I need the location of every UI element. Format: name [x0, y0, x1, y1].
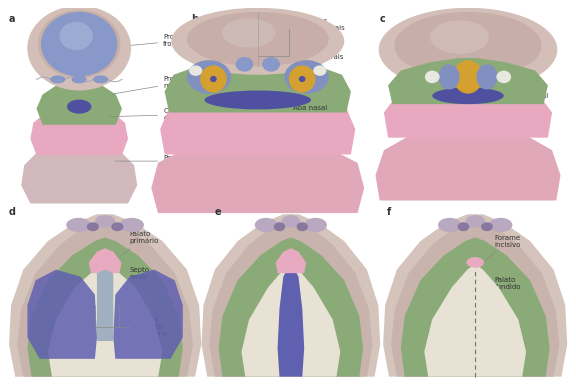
Ellipse shape — [313, 65, 327, 76]
Text: Processos
nasais mediais: Processos nasais mediais — [289, 18, 345, 31]
Polygon shape — [28, 237, 183, 377]
Text: Processos
maxilares: Processos maxilares — [112, 76, 198, 94]
Ellipse shape — [489, 218, 513, 232]
Ellipse shape — [87, 222, 99, 231]
Ellipse shape — [297, 222, 308, 231]
Ellipse shape — [95, 215, 115, 228]
Polygon shape — [401, 237, 550, 377]
Ellipse shape — [476, 64, 498, 90]
Polygon shape — [160, 87, 355, 154]
Text: Forame
incisivo: Forame incisivo — [485, 234, 521, 261]
Polygon shape — [28, 270, 97, 359]
Ellipse shape — [438, 218, 461, 232]
Polygon shape — [384, 81, 552, 138]
Ellipse shape — [210, 76, 217, 82]
Ellipse shape — [38, 10, 120, 78]
Ellipse shape — [425, 71, 439, 83]
Ellipse shape — [274, 222, 285, 231]
Ellipse shape — [236, 57, 253, 72]
Ellipse shape — [67, 100, 92, 114]
Polygon shape — [241, 264, 340, 377]
Ellipse shape — [171, 8, 344, 75]
Ellipse shape — [497, 71, 511, 83]
Ellipse shape — [187, 12, 329, 66]
Polygon shape — [376, 125, 560, 201]
Ellipse shape — [93, 75, 108, 83]
Ellipse shape — [204, 90, 311, 109]
Polygon shape — [97, 270, 113, 341]
Polygon shape — [9, 214, 201, 377]
Ellipse shape — [430, 20, 489, 54]
Polygon shape — [278, 262, 304, 377]
Text: a: a — [9, 14, 16, 24]
Text: e: e — [215, 207, 222, 217]
Ellipse shape — [395, 12, 541, 79]
Polygon shape — [219, 237, 363, 377]
Ellipse shape — [289, 65, 316, 93]
Ellipse shape — [189, 65, 202, 76]
Text: Processos
mandibulares: Processos mandibulares — [116, 154, 211, 168]
Text: Lâminas
do palato
secundário: Lâminas do palato secundário — [47, 313, 168, 337]
Ellipse shape — [71, 75, 87, 83]
Ellipse shape — [285, 60, 329, 94]
Polygon shape — [383, 214, 567, 377]
Text: Aba nasal: Aba nasal — [500, 80, 548, 99]
Text: Palato
fundido: Palato fundido — [481, 277, 521, 307]
Ellipse shape — [111, 222, 123, 231]
Ellipse shape — [41, 12, 118, 76]
Ellipse shape — [262, 57, 280, 72]
Ellipse shape — [255, 218, 278, 232]
Ellipse shape — [304, 218, 327, 232]
Polygon shape — [89, 248, 122, 273]
Text: f: f — [387, 207, 391, 217]
Text: Fosseta
nasal: Fosseta nasal — [293, 74, 320, 88]
Ellipse shape — [27, 6, 131, 90]
Ellipse shape — [281, 215, 301, 228]
Text: Aba nasal: Aba nasal — [293, 99, 328, 111]
Ellipse shape — [457, 222, 469, 231]
Polygon shape — [21, 145, 137, 203]
Polygon shape — [113, 270, 183, 359]
Polygon shape — [391, 220, 559, 377]
Text: Processos
nasais laterais: Processos nasais laterais — [293, 47, 344, 68]
Ellipse shape — [119, 218, 144, 232]
Ellipse shape — [200, 65, 227, 93]
Ellipse shape — [59, 22, 93, 50]
Polygon shape — [202, 214, 380, 377]
Polygon shape — [151, 138, 364, 213]
Ellipse shape — [467, 257, 484, 268]
Ellipse shape — [50, 75, 66, 83]
Text: Palato
primário: Palato primário — [120, 230, 159, 257]
Ellipse shape — [481, 222, 493, 231]
Ellipse shape — [299, 76, 305, 82]
Text: d: d — [9, 207, 16, 217]
Text: b: b — [191, 14, 198, 24]
Polygon shape — [276, 248, 306, 273]
Ellipse shape — [378, 8, 558, 92]
Ellipse shape — [66, 218, 91, 232]
Polygon shape — [36, 80, 122, 125]
Ellipse shape — [432, 87, 504, 104]
Polygon shape — [388, 58, 548, 104]
Polygon shape — [48, 264, 162, 377]
Text: Proeminência
frontonasal: Proeminência frontonasal — [105, 33, 210, 48]
Polygon shape — [17, 220, 193, 377]
Polygon shape — [209, 220, 373, 377]
Ellipse shape — [438, 64, 460, 90]
Text: c: c — [380, 14, 385, 24]
Text: Septo
nasal: Septo nasal — [115, 267, 150, 300]
Ellipse shape — [453, 60, 483, 94]
Polygon shape — [165, 58, 351, 113]
Ellipse shape — [222, 18, 275, 48]
Ellipse shape — [465, 215, 485, 228]
Polygon shape — [31, 105, 128, 155]
Text: Cavidade
oral: Cavidade oral — [109, 108, 195, 121]
Polygon shape — [425, 264, 526, 377]
Ellipse shape — [187, 60, 231, 94]
